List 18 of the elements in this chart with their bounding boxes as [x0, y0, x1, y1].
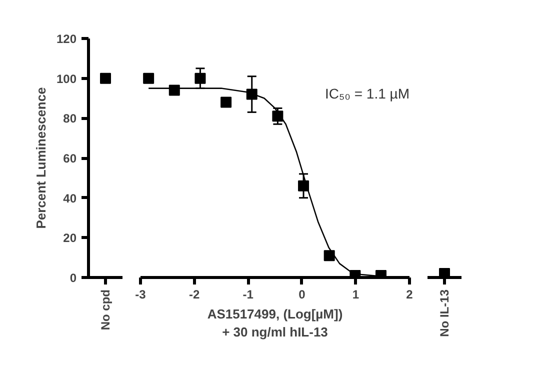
x-tick-label: -1: [242, 288, 254, 302]
y-tick-label: 40: [63, 191, 77, 206]
y-tick-label: 80: [63, 112, 77, 126]
x-tick-label: 2: [406, 288, 414, 302]
x-tick-label: 0: [298, 288, 306, 302]
x-tick-label: 1: [352, 288, 360, 302]
y-tick-label: 100: [56, 72, 77, 86]
annotation: IC₅₀ = 1.1 µM: [325, 85, 410, 102]
y-tick-label: 0: [70, 271, 77, 285]
y-tick-label: 20: [63, 231, 77, 246]
x-tick-label: No IL-13: [438, 289, 452, 337]
y-tick-label: 60: [63, 152, 77, 166]
y-tick-label: 120: [56, 32, 77, 46]
y-axis-title: Percent Luminescence: [33, 87, 48, 229]
x-tick-label: -2: [188, 288, 200, 302]
x-axis-title: AS1517499, (Log[µM]) + 30 ng/ml hIL-13: [207, 306, 343, 340]
x-tick-label: No cpd: [98, 289, 112, 330]
x-tick-label: -3: [135, 288, 146, 302]
